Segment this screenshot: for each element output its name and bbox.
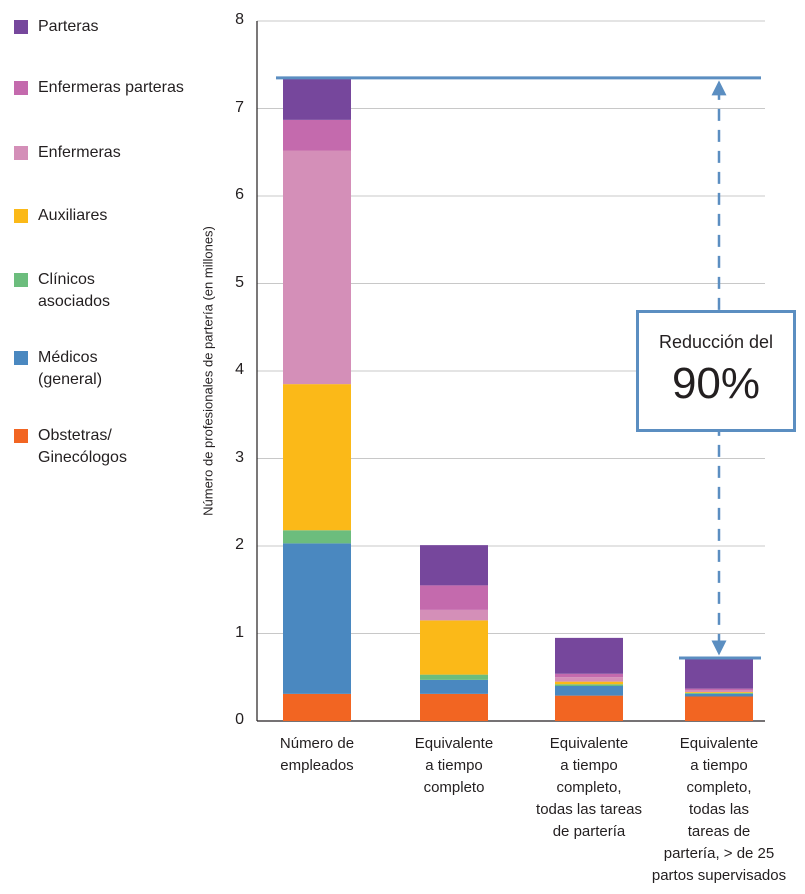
- y-tick-label: 7: [235, 98, 244, 116]
- legend-label: Enfermeras parteras: [38, 79, 184, 96]
- bar-segment: [420, 674, 488, 680]
- category-label: Número de empleados: [279, 735, 355, 774]
- legend-swatch: [14, 20, 28, 34]
- y-axis-title: Número de profesionales de partería (en …: [200, 226, 216, 516]
- bar-segment: [420, 609, 488, 621]
- legend-label: Auxiliares: [38, 207, 108, 224]
- bar-segment: [420, 679, 488, 694]
- bar-segment: [283, 77, 351, 120]
- legend-swatch: [14, 209, 28, 223]
- bar-segment: [685, 658, 753, 689]
- category-label: Equivalente a tiempo completo, todas las…: [651, 735, 787, 884]
- bar-segment: [283, 530, 351, 544]
- legend-label: Enfermeras: [38, 144, 121, 161]
- legend-item: Enfermeras parteras: [14, 77, 184, 99]
- bar-segment: [283, 150, 351, 385]
- legend-item: Auxiliares: [14, 205, 107, 227]
- legend-swatch: [14, 351, 28, 365]
- y-tick-label: 4: [235, 361, 244, 378]
- legend-item: Obstetras/ Ginecólogos: [14, 425, 127, 469]
- bar-segment: [283, 543, 351, 694]
- bar-segment: [555, 673, 623, 678]
- y-tick-label: 5: [235, 273, 244, 291]
- legend-swatch: [14, 429, 28, 443]
- category-label: Equivalente a tiempo completo, todas las…: [536, 735, 642, 840]
- legend-item: Parteras: [14, 16, 98, 38]
- bar-segment: [420, 545, 488, 586]
- bar-segment: [420, 693, 488, 721]
- bar-segment: [555, 681, 623, 685]
- legend-label: Obstetras/ Ginecólogos: [38, 427, 127, 466]
- y-tick-label: 0: [235, 711, 244, 728]
- bar-segment: [420, 585, 488, 610]
- bar-segment: [685, 688, 753, 691]
- bar-segment: [685, 693, 753, 697]
- y-tick-label: 3: [235, 448, 244, 466]
- bar-segment: [555, 677, 623, 682]
- y-tick-label: 1: [235, 623, 244, 641]
- y-tick-label: 8: [235, 11, 244, 28]
- callout-percentage: 90%: [671, 359, 761, 408]
- y-tick-label: 2: [235, 536, 244, 553]
- legend-label: Parteras: [38, 18, 99, 35]
- legend: Parteras Enfermeras parteras Enfermeras Aux…: [0, 0, 230, 500]
- bar-segment: [420, 620, 488, 675]
- category-label: Equivalente a tiempo completo: [414, 735, 494, 796]
- bar-segment: [283, 384, 351, 531]
- reduction-callout: Reducción del 90%: [636, 310, 796, 432]
- legend-label: Médicos (general): [38, 349, 103, 388]
- legend-label: Clínicos asociados: [38, 271, 111, 310]
- bar-segment: [555, 684, 623, 686]
- legend-item: Médicos (general): [14, 347, 102, 391]
- bar-segment: [555, 695, 623, 721]
- bar-segment: [283, 693, 351, 721]
- legend-item: Clínicos asociados: [14, 269, 110, 313]
- bar-segment: [555, 637, 623, 674]
- bar-segment: [685, 690, 753, 693]
- bar-segment: [685, 693, 753, 694]
- legend-swatch: [14, 273, 28, 287]
- bar-segment: [555, 686, 623, 696]
- bar-segment: [283, 119, 351, 151]
- bar-segment: [685, 692, 753, 693]
- legend-item: Enfermeras: [14, 142, 121, 164]
- legend-swatch: [14, 146, 28, 160]
- legend-swatch: [14, 81, 28, 95]
- y-tick-label: 6: [235, 186, 244, 203]
- bar-segment: [685, 696, 753, 721]
- callout-text: Reducción del: [658, 332, 774, 352]
- bars: [283, 77, 753, 721]
